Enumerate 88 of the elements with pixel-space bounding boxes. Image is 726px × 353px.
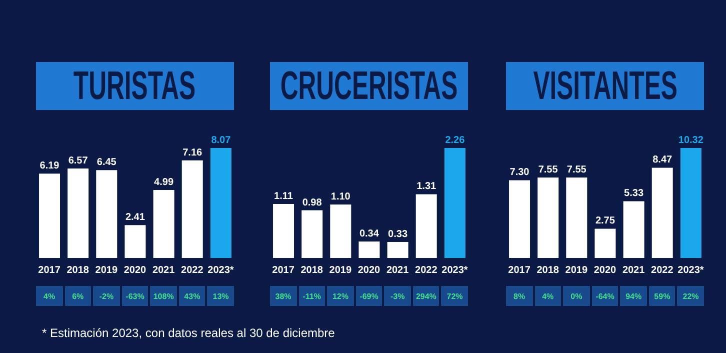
bar (538, 178, 559, 258)
text: -64% (592, 286, 618, 306)
bar (680, 148, 702, 258)
bar (153, 190, 174, 258)
bar (68, 168, 89, 258)
x-tick-label: 2023* (678, 265, 704, 276)
x-tick-label: 2021 (622, 265, 646, 276)
data-label: 7.55 (566, 164, 587, 176)
x-tick-label: 2019 (329, 265, 352, 276)
text: 38% (270, 286, 297, 306)
text: -2% (93, 286, 120, 306)
bar (387, 242, 408, 258)
data-label: 0.33 (388, 228, 408, 240)
x-tick-label: 2020 (358, 265, 381, 276)
text: 22% (677, 286, 704, 306)
data-label: 2.75 (595, 216, 616, 227)
x-tick-label: 2019 (565, 265, 588, 276)
data-label: 2.26 (445, 135, 466, 146)
bar (39, 174, 60, 258)
x-tick-label: 2019 (95, 265, 118, 276)
chart-title: TURISTAS (74, 64, 196, 108)
text: -11% (298, 286, 326, 306)
data-label: 1.10 (330, 191, 351, 202)
x-tick-label: 2020 (124, 265, 147, 276)
bar (566, 178, 588, 258)
bar (444, 148, 466, 258)
text: 4% (534, 286, 562, 306)
x-tick-label: 2021 (386, 265, 410, 276)
bar (210, 148, 232, 258)
data-label: 7.30 (510, 167, 530, 178)
data-label: 1.31 (416, 181, 437, 192)
bar (273, 204, 294, 258)
chart-title: CRUCERISTAS (280, 64, 458, 108)
data-label: 0.98 (302, 197, 322, 208)
bar (652, 168, 673, 258)
bar (416, 194, 437, 258)
text: 59% (648, 286, 676, 306)
data-label: 4.99 (154, 176, 174, 188)
text: * Estimación 2023, con datos reales al 30 de diciembre (42, 326, 335, 340)
text: 108% (150, 286, 177, 306)
x-tick-label: 2022 (415, 265, 438, 276)
text: 13% (207, 286, 234, 306)
data-label: 7.55 (538, 164, 558, 176)
text: 0% (563, 286, 590, 306)
data-label: 1.11 (274, 190, 294, 202)
data-label: 2.41 (125, 212, 146, 224)
text: 4% (36, 286, 63, 306)
bar (124, 225, 146, 258)
x-tick-label: 2021 (152, 265, 176, 276)
bar (96, 170, 118, 258)
bar (302, 210, 323, 258)
bar (594, 228, 616, 258)
bar (330, 204, 352, 258)
data-label: 6.57 (68, 155, 88, 166)
data-label: 5.33 (624, 188, 644, 200)
text: 43% (178, 286, 206, 306)
chart-title: VISITANTES (532, 64, 678, 108)
x-tick-label: 2022 (181, 265, 204, 276)
x-tick-label: 2022 (651, 265, 674, 276)
text: 6% (64, 286, 92, 306)
text: -63% (122, 286, 148, 306)
bar (182, 160, 203, 258)
text: -3% (384, 286, 411, 306)
data-label: 6.19 (40, 160, 60, 172)
data-label: 7.16 (182, 147, 203, 158)
x-tick-label: 2017 (508, 265, 531, 276)
x-tick-label: 2018 (66, 265, 90, 276)
bar (358, 241, 380, 258)
x-tick-label: 2017 (272, 265, 295, 276)
text: 294% (412, 286, 440, 306)
x-tick-label: 2023* (208, 265, 234, 276)
data-label: 8.07 (211, 135, 232, 146)
data-label: 0.34 (359, 228, 380, 240)
x-tick-label: 2023* (442, 265, 468, 276)
bar (623, 201, 644, 258)
text: 8% (506, 286, 533, 306)
data-label: 10.32 (678, 135, 704, 146)
x-tick-label: 2018 (536, 265, 560, 276)
data-label: 6.45 (96, 157, 117, 168)
x-tick-label: 2017 (38, 265, 61, 276)
text: 72% (441, 286, 468, 306)
text: -69% (356, 286, 382, 306)
data-label: 8.47 (652, 154, 673, 166)
text: 12% (327, 286, 354, 306)
bar (509, 180, 530, 258)
text: 94% (620, 286, 647, 306)
x-tick-label: 2020 (594, 265, 617, 276)
x-tick-label: 2018 (300, 265, 324, 276)
